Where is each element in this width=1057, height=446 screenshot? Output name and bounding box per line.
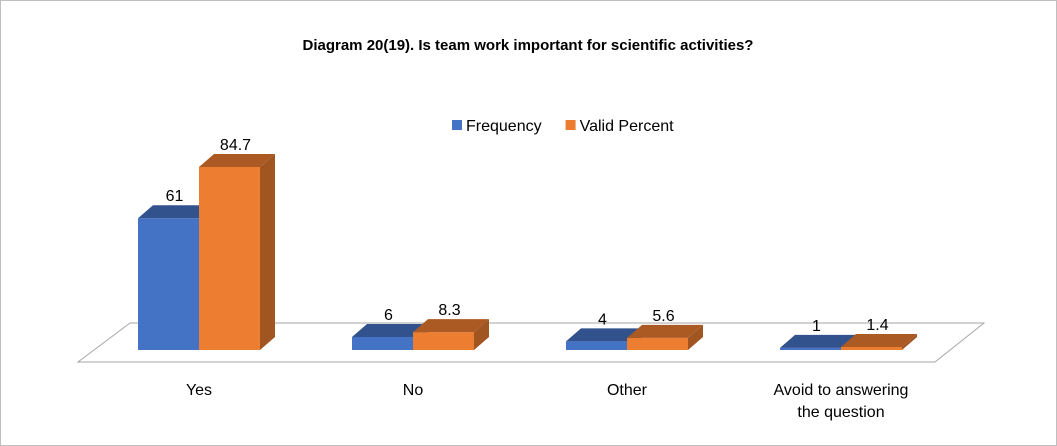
value-label: 4 (598, 311, 607, 328)
floor (76, 322, 986, 363)
value-label: 61 (166, 188, 184, 205)
value-label: 1.4 (866, 317, 888, 334)
bar-top (413, 319, 489, 333)
legend-swatch (565, 120, 576, 130)
bar (413, 319, 489, 350)
category-label: Avoid to answering the question (773, 382, 909, 421)
bar-top (352, 324, 428, 338)
bar-side (474, 319, 489, 350)
bar-top (138, 205, 214, 219)
bar-side (902, 333, 917, 350)
bar-front (138, 218, 199, 350)
bar-top (627, 324, 703, 338)
legend-label: Valid Percent (580, 118, 675, 135)
bar (627, 324, 703, 350)
bar-side (260, 154, 275, 350)
bar-front (841, 346, 902, 350)
bar-top (199, 154, 275, 168)
category-label: Other (606, 382, 647, 399)
bar-front (566, 341, 627, 350)
legend-swatch (452, 120, 462, 130)
value-label: 5.6 (652, 308, 674, 325)
bar-front (199, 167, 260, 350)
bar-top (566, 328, 642, 342)
bar-side (688, 324, 703, 350)
legend-label: Frequency (466, 118, 542, 135)
chart-title: Diagram 20(19). Is team work important f… (303, 37, 754, 54)
bar-front (352, 337, 413, 350)
value-label: 1 (812, 318, 821, 335)
bar-front (627, 337, 688, 350)
category-label: No (402, 382, 424, 399)
bar (841, 333, 917, 350)
value-label: 84.7 (220, 137, 251, 154)
bar-top (780, 334, 856, 348)
bar-front (413, 332, 474, 350)
bar (199, 154, 275, 350)
bar-front (780, 347, 841, 350)
category-label: Yes (185, 382, 213, 399)
bar-top (841, 333, 917, 347)
value-label: 8.3 (438, 302, 460, 319)
value-label: 6 (384, 307, 393, 324)
